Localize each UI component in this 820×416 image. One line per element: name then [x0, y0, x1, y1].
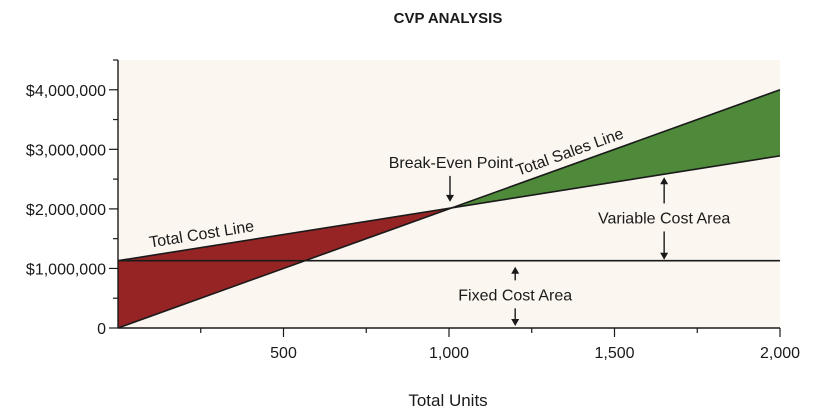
- fixed-cost-arrow-up-head: [511, 266, 520, 274]
- variable-cost-area-label: Variable Cost Area: [598, 210, 730, 227]
- y-tick-label: $3,000,000: [26, 142, 106, 159]
- break-even-arrow: [446, 175, 454, 202]
- x-tick-label: 500: [270, 345, 297, 362]
- variable-cost-arrow-down-head: [660, 252, 669, 260]
- break-even-label: Break-Even Point: [389, 155, 514, 172]
- y-tick-label: $1,000,000: [26, 261, 106, 278]
- y-tick-label: $2,000,000: [26, 202, 106, 219]
- variable-cost-arrow-up-head: [660, 177, 669, 185]
- total-sales-line: [117, 89, 781, 329]
- y-axis-ticks: 0 $1,000,000 $2,000,000 $3,000,000 $4,000,00…: [26, 59, 118, 338]
- x-tick-label: 1,000: [429, 345, 469, 362]
- x-tick-label: 1,500: [594, 345, 634, 362]
- y-tick-label: $4,000,000: [26, 83, 106, 100]
- fixed-cost-area-label: Fixed Cost Area: [458, 287, 572, 304]
- variable-cost-arrows: [660, 177, 669, 260]
- x-axis-label: Total Units: [408, 391, 487, 410]
- fixed-cost-arrow-down-head: [511, 319, 520, 326]
- y-tick-label: 0: [97, 321, 106, 338]
- x-tick-label: 2,000: [760, 345, 800, 362]
- break-even-arrow-head: [446, 194, 454, 202]
- x-axis-ticks: 500 1,000 1,500 2,000: [200, 328, 800, 362]
- fixed-cost-arrows: [511, 266, 520, 326]
- chart-title: CVP ANALYSIS: [394, 10, 503, 27]
